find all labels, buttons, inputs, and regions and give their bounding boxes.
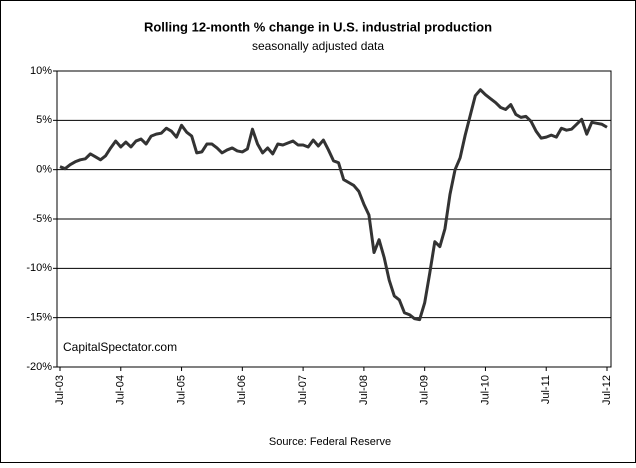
chart-subtitle: seasonally adjusted data xyxy=(252,39,384,53)
annotation: CapitalSpectator.com xyxy=(63,340,177,354)
line-series xyxy=(59,88,608,322)
x-tick-label: Jul-07 xyxy=(297,375,309,405)
x-tick-label: Jul-05 xyxy=(175,375,187,405)
y-tick-label: 5% xyxy=(36,114,52,126)
y-tick-label: -15% xyxy=(26,312,52,324)
y-tick-label: -5% xyxy=(32,213,52,225)
y-tick-label: 0% xyxy=(36,164,52,176)
x-tick-label: Jul-03 xyxy=(54,375,66,405)
x-tick-label: Jul-12 xyxy=(601,375,613,405)
x-tick-label: Jul-08 xyxy=(358,375,370,405)
y-tick-label: -10% xyxy=(26,262,52,274)
x-tick-label: Jul-10 xyxy=(479,375,491,405)
x-tick-label: Jul-06 xyxy=(236,375,248,405)
x-tick-label: Jul-04 xyxy=(115,375,127,405)
x-tick-label: Jul-11 xyxy=(540,375,552,404)
y-tick-label: -20% xyxy=(26,361,52,373)
x-tick-label: Jul-09 xyxy=(419,375,431,405)
source-note: Source: Federal Reserve xyxy=(269,436,391,448)
y-tick-label: 10% xyxy=(30,65,52,77)
chart-title: Rolling 12-month % change in U.S. indust… xyxy=(144,19,492,34)
